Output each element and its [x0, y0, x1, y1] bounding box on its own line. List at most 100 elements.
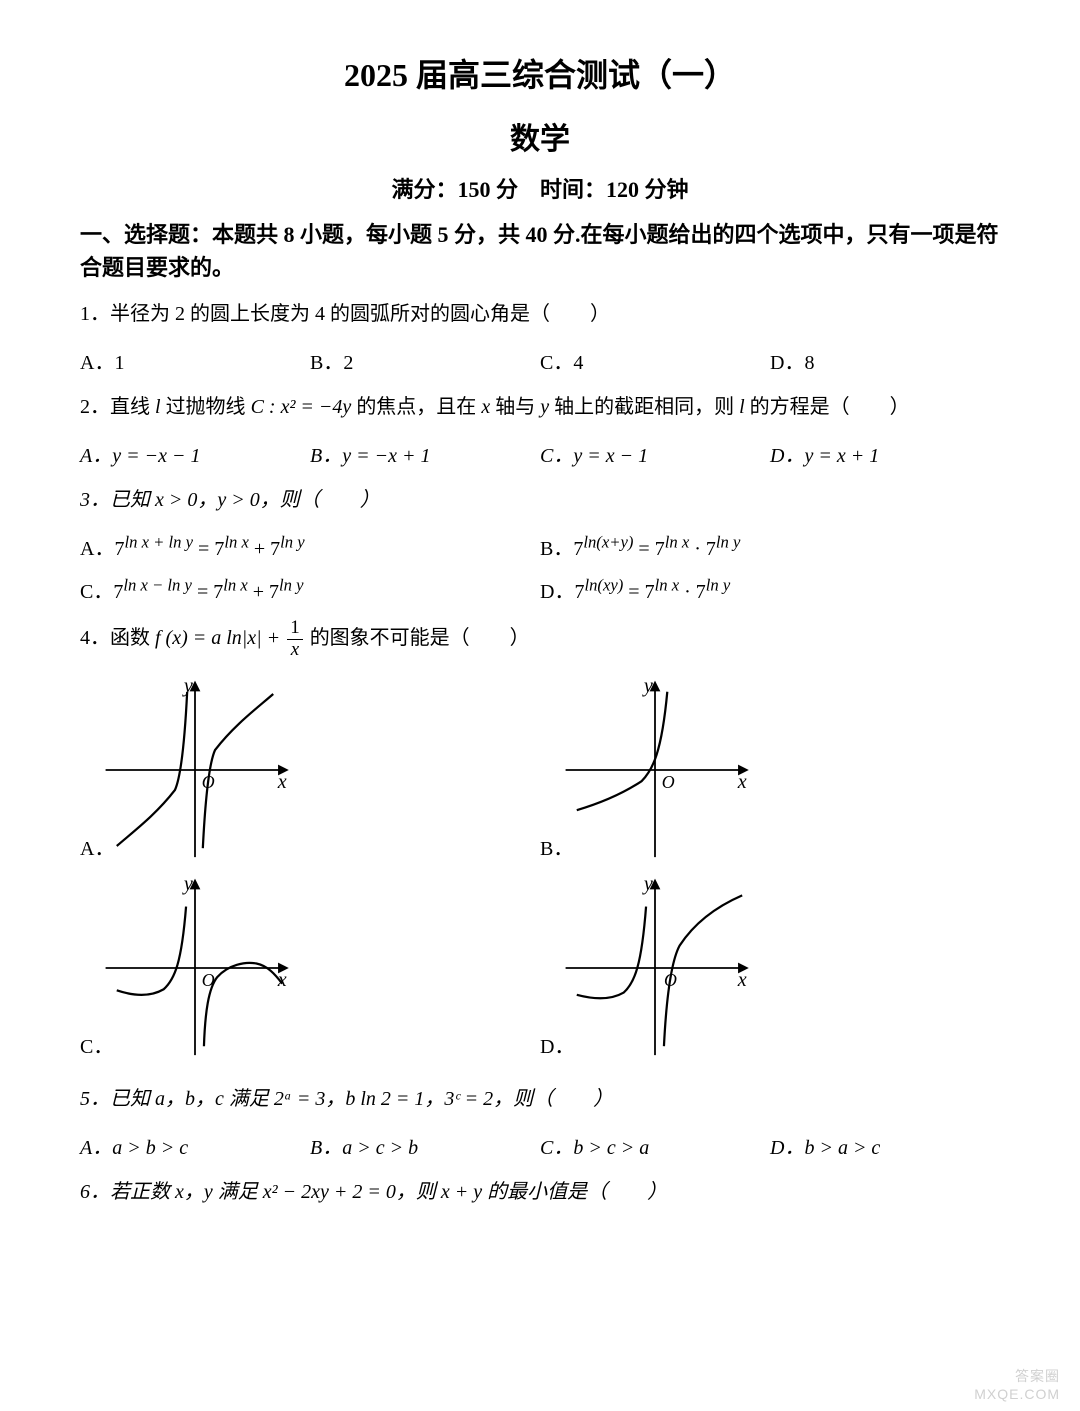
- q3c-t: C．7: [80, 581, 123, 603]
- q1-opt-c: C．4: [540, 346, 770, 375]
- axis-x-label: x: [737, 969, 747, 991]
- q4-label-c: C．: [80, 1030, 113, 1059]
- axis-y-label: y: [642, 675, 653, 697]
- q3b-t: · 7: [689, 538, 716, 560]
- exam-subject: 数学: [80, 114, 1000, 158]
- exam-page: 2025 届高三综合测试（一） 数学 满分：150 分 时间：120 分钟 一、…: [0, 0, 1080, 1411]
- q5-stem: 5．已知 a，b，c 满足 2ᵃ = 3，b ln 2 = 1，3ᶜ = 2，则…: [80, 1081, 1000, 1117]
- q4-stem: 4．函数 f (x) = a ln|x| + 1x 的图象不可能是（ ）: [80, 618, 1000, 661]
- q2-text: 的方程是（ ）: [745, 396, 910, 418]
- q3-stem: 3．已知 x > 0，y > 0，则（ ）: [80, 482, 1000, 518]
- q1-options: A．1 B．2 C．4 D．8: [80, 346, 1000, 375]
- q3c-t: + 7: [248, 581, 279, 603]
- q4-graph-a-cell: y x O A．: [80, 675, 540, 865]
- q3c-sup: ln x − ln y: [123, 575, 192, 594]
- q3a-sup: ln y: [280, 532, 305, 551]
- q4-graph-c: y x O: [80, 873, 310, 1063]
- q3d-sup: ln y: [706, 575, 731, 594]
- q5-opt-d: D．b > a > c: [770, 1131, 1000, 1160]
- q4-frac-num: 1: [287, 618, 303, 640]
- q2-opt-b: B．y = −x + 1: [310, 439, 540, 468]
- q4-label-a: A．: [80, 832, 114, 861]
- q4-text: 的图象不可能是（ ）: [305, 627, 530, 649]
- q2-text: 的焦点，且在: [351, 396, 481, 418]
- q1-opt-b: B．2: [310, 346, 540, 375]
- q3d-sup: ln(xy): [584, 575, 623, 594]
- q3-opt-d: D．7ln(xy) = 7ln x · 7ln y: [540, 575, 1000, 604]
- q2-expr-c: C : x² = −4y: [251, 396, 352, 418]
- q4-label-b: B．: [540, 832, 573, 861]
- q4-text: 4．函数: [80, 627, 155, 649]
- origin-label: O: [202, 970, 215, 990]
- q2-text: 轴与: [490, 396, 540, 418]
- exam-title: 2025 届高三综合测试（一）: [80, 50, 1000, 96]
- q3-opt-b: B．7ln(x+y) = 7ln x · 7ln y: [540, 532, 1000, 561]
- q3c-sup: ln y: [279, 575, 304, 594]
- q6-stem: 6．若正数 x，y 满足 x² − 2xy + 2 = 0，则 x + y 的最…: [80, 1174, 1000, 1210]
- watermark: 答案圈 MXQE.COM: [974, 1367, 1060, 1403]
- q3b-t: B．7: [540, 538, 583, 560]
- q3d-sup: ln x: [655, 575, 680, 594]
- q3d-t: · 7: [679, 581, 706, 603]
- q4-expr: f (x) = a ln|x| +: [155, 627, 285, 649]
- q4-graph-d-cell: y x O D．: [540, 873, 1000, 1063]
- axis-y-label: y: [182, 873, 193, 895]
- q3-opt-c: C．7ln x − ln y = 7ln x + 7ln y: [80, 575, 540, 604]
- origin-label: O: [664, 970, 677, 990]
- q5-opt-b: B．a > c > b: [310, 1131, 540, 1160]
- q3b-sup: ln y: [716, 532, 741, 551]
- q3a-t: + 7: [249, 538, 280, 560]
- q1-opt-a: A．1: [80, 346, 310, 375]
- q4-fraction: 1x: [287, 618, 303, 661]
- section-1-heading: 一、选择题：本题共 8 小题，每小题 5 分，共 40 分.在每小题给出的四个选…: [80, 218, 1000, 284]
- q3d-t: = 7: [623, 581, 654, 603]
- q3a-sup: ln x: [224, 532, 249, 551]
- q2-text: 2．直线: [80, 396, 155, 418]
- q5-opt-a: A．a > b > c: [80, 1131, 310, 1160]
- q4-graphs-row1: y x O A． y x O B．: [80, 675, 1000, 865]
- q3-options-row1: A．7ln x + ln y = 7ln x + 7ln y B．7ln(x+y…: [80, 532, 1000, 561]
- q3c-sup: ln x: [223, 575, 248, 594]
- q3b-sup: ln(x+y): [583, 532, 633, 551]
- watermark-top: 答案圈: [974, 1367, 1060, 1385]
- exam-meta: 满分：150 分 时间：120 分钟: [80, 172, 1000, 204]
- q4-graph-b: y x O: [540, 675, 770, 865]
- q4-graph-a: y x O: [80, 675, 310, 865]
- q4-frac-den: x: [287, 640, 303, 661]
- q2-opt-a: A．y = −x − 1: [80, 439, 310, 468]
- q3b-sup: ln x: [665, 532, 690, 551]
- watermark-bottom: MXQE.COM: [974, 1385, 1060, 1403]
- axis-y-label: y: [642, 873, 653, 895]
- origin-label: O: [202, 772, 215, 792]
- q2-opt-d: D．y = x + 1: [770, 439, 1000, 468]
- q3a-t: A．7: [80, 538, 124, 560]
- q3b-t: = 7: [633, 538, 664, 560]
- q2-options: A．y = −x − 1 B．y = −x + 1 C．y = x − 1 D．…: [80, 439, 1000, 468]
- q4-graph-b-cell: y x O B．: [540, 675, 1000, 865]
- q2-text: 过抛物线: [161, 396, 251, 418]
- q5-options: A．a > b > c B．a > c > b C．b > c > a D．b …: [80, 1131, 1000, 1160]
- q2-var-x: x: [481, 396, 490, 418]
- q4-graph-c-cell: y x O C．: [80, 873, 540, 1063]
- axis-y-label: y: [182, 675, 193, 697]
- axis-x-label: x: [277, 771, 287, 793]
- q3d-t: D．7: [540, 581, 584, 603]
- q2-opt-c: C．y = x − 1: [540, 439, 770, 468]
- q2-stem: 2．直线 l 过抛物线 C : x² = −4y 的焦点，且在 x 轴与 y 轴…: [80, 389, 1000, 425]
- q3-options-row2: C．7ln x − ln y = 7ln x + 7ln y D．7ln(xy)…: [80, 575, 1000, 604]
- axis-x-label: x: [737, 771, 747, 793]
- q1-stem: 1．半径为 2 的圆上长度为 4 的圆弧所对的圆心角是（ ）: [80, 296, 1000, 332]
- q4-label-d: D．: [540, 1030, 574, 1059]
- q4-graph-d: y x O: [540, 873, 770, 1063]
- q5-opt-c: C．b > c > a: [540, 1131, 770, 1160]
- q1-opt-d: D．8: [770, 346, 1000, 375]
- q2-text: 轴上的截距相同，则: [549, 396, 739, 418]
- q3-opt-a: A．7ln x + ln y = 7ln x + 7ln y: [80, 532, 540, 561]
- q3a-sup: ln x + ln y: [124, 532, 193, 551]
- origin-label: O: [662, 772, 675, 792]
- axis-x-label: x: [277, 969, 287, 991]
- q3c-t: = 7: [192, 581, 223, 603]
- q4-graphs-row2: y x O C． y x O D．: [80, 873, 1000, 1063]
- q2-var-y: y: [540, 396, 549, 418]
- q3a-t: = 7: [193, 538, 224, 560]
